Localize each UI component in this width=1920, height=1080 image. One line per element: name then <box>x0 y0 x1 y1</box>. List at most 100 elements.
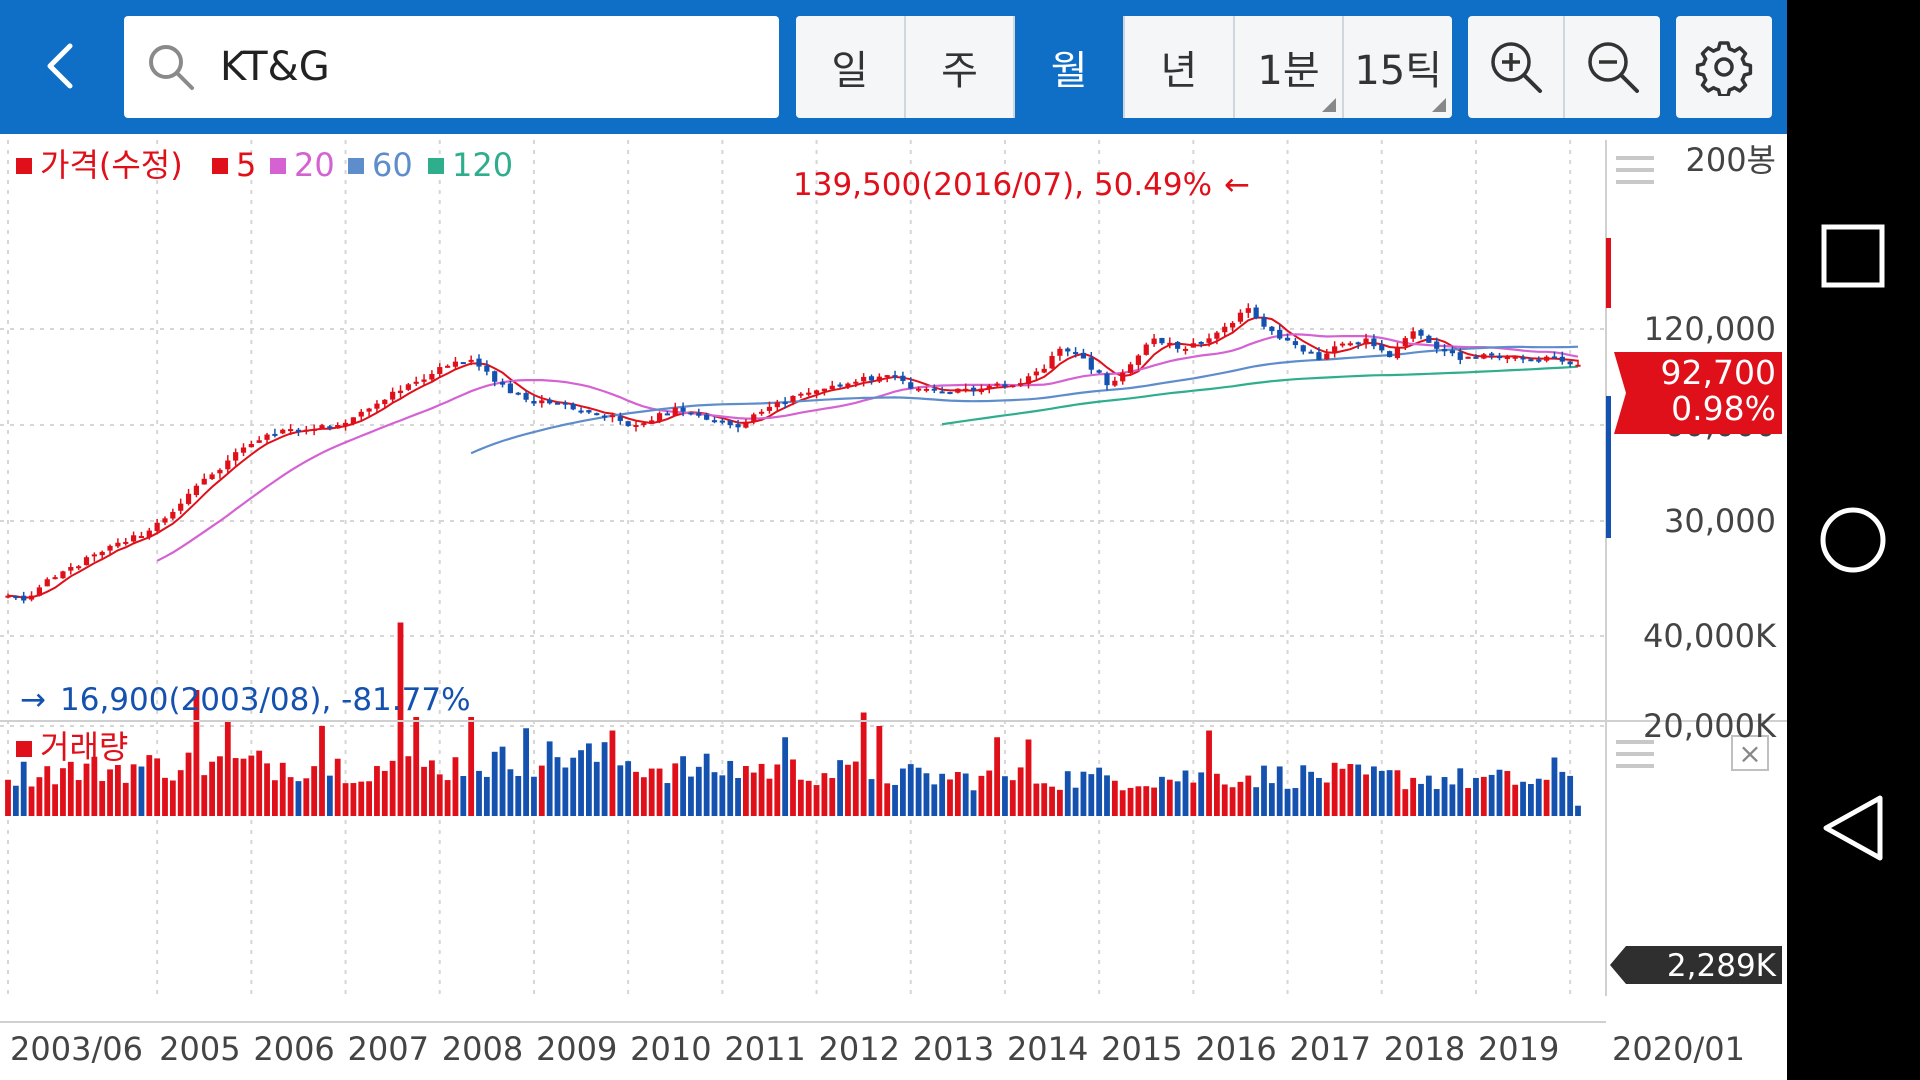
candle <box>437 363 443 379</box>
candle-body <box>1426 335 1432 343</box>
volume-bar <box>1002 776 1008 816</box>
settings-button[interactable] <box>1676 16 1772 118</box>
period-tab-day[interactable]: 일 <box>796 16 906 118</box>
chart-canvas[interactable]: 가격(수정) 5 20 60 120 139,500(2016/07), 50.… <box>0 134 1787 1080</box>
price-legend: 가격(수정) 5 20 60 120 <box>16 146 513 184</box>
candle-body <box>790 395 796 402</box>
time-axis-tick-label: 2008 <box>442 1030 523 1068</box>
volume-bar <box>538 765 545 816</box>
volume-bar <box>546 741 553 816</box>
back-button[interactable] <box>28 28 92 104</box>
candle-body <box>1363 338 1369 345</box>
candle-body <box>358 411 364 417</box>
zoom-in-button[interactable] <box>1468 16 1565 118</box>
volume-bar <box>303 778 310 816</box>
back-nav-button[interactable] <box>1803 778 1903 878</box>
time-axis-tick-label: 2017 <box>1290 1030 1371 1068</box>
volume-bar <box>962 773 969 816</box>
candle-body <box>1410 331 1416 339</box>
candle <box>688 412 694 416</box>
candle <box>1355 341 1361 349</box>
volume-bar <box>1425 775 1432 816</box>
search-input[interactable] <box>218 43 742 91</box>
candle-body <box>562 402 568 405</box>
candle-body <box>170 511 176 519</box>
volume-bar <box>837 760 843 816</box>
volume-bar <box>334 758 341 816</box>
candle <box>1575 359 1581 367</box>
volume-bar <box>1465 788 1471 816</box>
candle <box>319 423 325 430</box>
time-axis-tick-label: 2020/01 <box>1612 1030 1745 1068</box>
price-panel-menu-icon[interactable] <box>1616 156 1654 184</box>
volume-bar <box>1268 783 1275 816</box>
candle-body <box>1332 346 1338 354</box>
candle <box>1559 351 1565 365</box>
volume-bar <box>1496 769 1503 816</box>
candle <box>1536 356 1542 363</box>
candle <box>664 411 670 416</box>
candle-body <box>295 429 302 432</box>
search-box[interactable] <box>124 16 779 118</box>
candle-body <box>813 390 820 394</box>
zoom-out-icon <box>1587 42 1639 93</box>
time-axis-tick-label: 2013 <box>913 1030 994 1068</box>
volume-bar <box>1355 764 1362 816</box>
candle <box>1261 313 1267 330</box>
candle-body <box>1418 330 1424 336</box>
volume-bar <box>499 746 506 816</box>
time-axis-tick-label: 2006 <box>253 1030 334 1068</box>
volume-bar <box>1088 774 1095 816</box>
candle-body <box>1544 356 1550 361</box>
volume-bar <box>531 776 537 816</box>
dropdown-corner-icon <box>1432 98 1447 112</box>
candle-body <box>1355 342 1361 345</box>
candle-body <box>1167 342 1173 345</box>
candle <box>570 402 576 411</box>
candle-body <box>1214 332 1220 339</box>
period-tab-minute[interactable]: 1분 <box>1234 16 1345 118</box>
volume-bar <box>44 766 51 816</box>
candle <box>468 355 474 366</box>
volume-bar <box>915 767 922 816</box>
zoom-out-button[interactable] <box>1565 16 1660 118</box>
period-label: 1분 <box>1257 48 1320 94</box>
candle <box>900 371 906 385</box>
bar-count-label: 200봉 <box>1685 141 1776 179</box>
candle <box>170 508 176 521</box>
candle-body <box>774 402 780 408</box>
time-axis-tick-label: 2016 <box>1195 1030 1276 1068</box>
ma60-line <box>470 345 1579 455</box>
candle <box>923 386 930 393</box>
period-tab-week[interactable]: 주 <box>905 16 1016 118</box>
candle-body <box>1520 357 1526 360</box>
home-button[interactable] <box>1803 490 1903 590</box>
volume-panel-close-button[interactable]: × <box>1731 735 1769 771</box>
volume-bar <box>83 763 90 816</box>
volume-bar <box>67 761 74 816</box>
candle-body <box>499 382 506 385</box>
candle-body <box>672 407 678 416</box>
volume-bar <box>554 757 561 816</box>
candle-body <box>21 595 27 601</box>
candle-body <box>1394 346 1401 359</box>
candle-body <box>735 424 741 428</box>
volume-bar <box>1049 786 1055 816</box>
candle <box>1379 340 1385 353</box>
candle <box>123 537 129 546</box>
current-candle-range-marker <box>1606 238 1611 308</box>
volume-bar <box>1198 772 1205 816</box>
candle <box>138 531 145 539</box>
candle <box>240 443 247 457</box>
candle-body <box>288 429 294 432</box>
recent-apps-button[interactable] <box>1803 206 1903 306</box>
period-tab-year[interactable]: 년 <box>1125 16 1235 118</box>
volume-bar <box>366 781 372 816</box>
volume-bar <box>1111 780 1118 816</box>
candle <box>492 370 498 387</box>
period-tab-month[interactable]: 월 <box>1015 16 1126 118</box>
stock-chart[interactable]: 가격(수정) 5 20 60 120 139,500(2016/07), 50.… <box>0 134 1787 1080</box>
volume-panel-menu-icon[interactable] <box>1616 740 1654 768</box>
candle <box>884 374 890 383</box>
period-tab-tick[interactable]: 15틱 <box>1344 16 1452 118</box>
